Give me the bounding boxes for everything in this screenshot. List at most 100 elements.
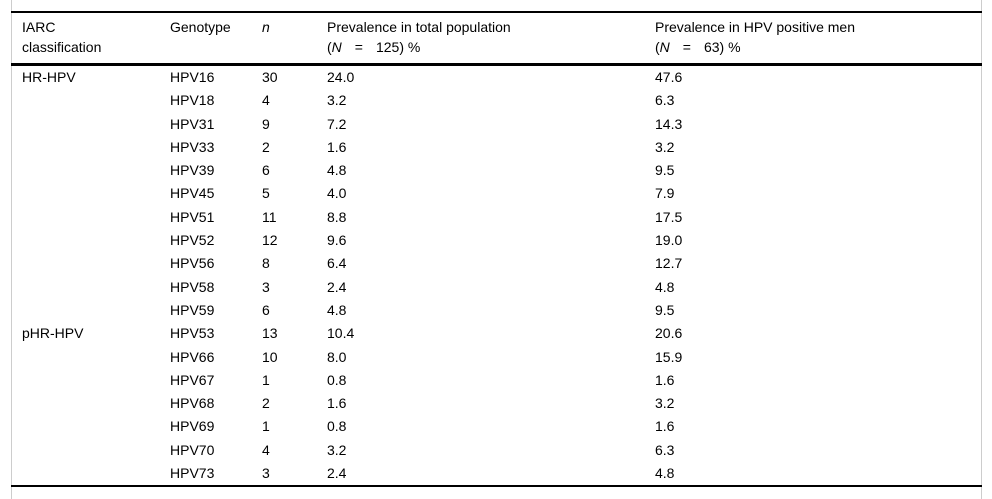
n-count-value: 1 (262, 371, 270, 388)
n-count-value: 8 (262, 255, 270, 272)
table-row: HPV56 8 6.4 12.7 (11, 252, 982, 275)
cell-prevalence-hpv-positive: 15.9 (655, 346, 982, 369)
cell-prevalence-total: 9.6 (327, 229, 655, 252)
cell-genotype: HPV66 (170, 346, 262, 369)
page-right-edge-line (981, 0, 982, 499)
genotype-label: HPV18 (170, 92, 215, 109)
n-count-value: 3 (262, 465, 270, 482)
n-count-value: 12 (262, 232, 278, 249)
prevalence-total-value: 7.2 (327, 115, 347, 132)
cell-n-count: 2 (262, 392, 327, 415)
cell-prevalence-total: 8.0 (327, 346, 655, 369)
prevalence-hpv-positive-value: 19.0 (655, 232, 683, 249)
cell-genotype: HPV56 (170, 252, 262, 275)
n-count-value: 11 (262, 208, 277, 225)
header-row: IARC classification Genotype n Prevalenc… (11, 12, 982, 65)
n-count-value: 2 (262, 138, 270, 155)
n-count-value: 2 (262, 395, 270, 412)
cell-iarc-classification (11, 392, 170, 415)
sample-size-value: 63) % (703, 39, 741, 55)
cell-iarc-classification (11, 346, 170, 369)
prevalence-total-value: 1.6 (327, 138, 347, 155)
cell-iarc-classification (11, 136, 170, 159)
prevalence-total-value: 3.2 (327, 441, 347, 458)
prevalence-total-value: 10.4 (327, 325, 355, 342)
genotype-label: HPV67 (170, 371, 215, 388)
cell-iarc-classification (11, 415, 170, 438)
cell-n-count: 8 (262, 252, 327, 275)
cell-prevalence-total: 8.8 (327, 206, 655, 229)
cell-prevalence-hpv-positive: 19.0 (655, 229, 982, 252)
n-count-value: 3 (262, 278, 270, 295)
prevalence-total-value: 4.8 (327, 301, 347, 318)
n-symbol: n (262, 19, 270, 35)
cell-iarc-classification (11, 206, 170, 229)
prevalence-total-value: 24.0 (327, 69, 355, 85)
cell-n-count: 2 (262, 136, 327, 159)
table-row: HR-HPV HPV16 30 24.0 47.6 (11, 65, 982, 90)
cell-prevalence-total: 1.6 (327, 392, 655, 415)
cell-genotype: HPV69 (170, 415, 262, 438)
n-count-value: 9 (262, 115, 270, 132)
cell-n-count: 1 (262, 369, 327, 392)
prevalence-hpv-positive-value: 6.3 (655, 92, 675, 109)
genotype-label: HPV31 (170, 115, 215, 132)
genotype-label: HPV56 (170, 255, 215, 272)
cell-prevalence-total: 0.8 (327, 369, 655, 392)
table-row: HPV31 9 7.2 14.3 (11, 113, 982, 136)
prevalence-total-value: 9.6 (327, 232, 347, 249)
cell-prevalence-total: 4.0 (327, 182, 655, 205)
genotype-label: HPV70 (170, 441, 215, 458)
table-row: HPV51 11 8.8 17.5 (11, 206, 982, 229)
cell-prevalence-hpv-positive: 4.8 (655, 462, 982, 486)
genotype-label: HPV66 (170, 348, 215, 365)
prevalence-hpv-positive-value: 6.3 (655, 441, 675, 458)
cell-prevalence-hpv-positive: 6.3 (655, 89, 982, 112)
cell-genotype: HPV53 (170, 322, 262, 345)
cell-genotype: HPV51 (170, 206, 262, 229)
table-row: HPV69 1 0.8 1.6 (11, 415, 982, 438)
genotype-label: HPV52 (170, 232, 215, 249)
cell-genotype: HPV70 (170, 439, 262, 462)
table-row: HPV70 4 3.2 6.3 (11, 439, 982, 462)
cell-n-count: 5 (262, 182, 327, 205)
cell-iarc-classification (11, 159, 170, 182)
cell-n-count: 11 (262, 206, 327, 229)
cell-prevalence-total: 4.8 (327, 159, 655, 182)
cell-prevalence-total: 10.4 (327, 322, 655, 345)
cell-prevalence-total: 1.6 (327, 136, 655, 159)
prevalence-total-value: 1.6 (327, 395, 347, 412)
prevalence-total-value: 4.0 (327, 185, 347, 202)
cell-prevalence-total: 24.0 (327, 65, 655, 90)
prevalence-total-value: 6.4 (327, 255, 347, 272)
table-row: HPV68 2 1.6 3.2 (11, 392, 982, 415)
n-count-value: 30 (262, 69, 278, 85)
cell-prevalence-hpv-positive: 17.5 (655, 206, 982, 229)
header-sample-size: (N = 63) % (655, 39, 741, 55)
cell-prevalence-total: 7.2 (327, 113, 655, 136)
header-line: IARC (22, 19, 56, 35)
header-sample-size: (N = 125) % (327, 39, 420, 55)
table-row: HPV45 5 4.0 7.9 (11, 182, 982, 205)
table-row: HPV33 2 1.6 3.2 (11, 136, 982, 159)
cell-genotype: HPV73 (170, 462, 262, 486)
table-row: HPV39 6 4.8 9.5 (11, 159, 982, 182)
header-line: Genotype (170, 19, 231, 35)
cell-genotype: HPV52 (170, 229, 262, 252)
header-line: classification (22, 39, 102, 55)
cell-iarc-classification (11, 276, 170, 299)
cell-genotype: HPV18 (170, 89, 262, 112)
cell-prevalence-hpv-positive: 3.2 (655, 136, 982, 159)
genotype-label: HPV45 (170, 185, 215, 202)
cell-n-count: 1 (262, 415, 327, 438)
cell-genotype: HPV67 (170, 369, 262, 392)
prevalence-hpv-positive-value: 47.6 (655, 69, 683, 85)
cell-prevalence-hpv-positive: 14.3 (655, 113, 982, 136)
n-count-value: 4 (262, 92, 270, 109)
col-header-prevalence-hpv-positive: Prevalence in HPV positive men (N = 63) % (655, 12, 982, 65)
prevalence-hpv-positive-value: 14.3 (655, 115, 683, 132)
genotype-label: HPV68 (170, 395, 215, 412)
table-row: HPV52 12 9.6 19.0 (11, 229, 982, 252)
cell-prevalence-hpv-positive: 1.6 (655, 415, 982, 438)
